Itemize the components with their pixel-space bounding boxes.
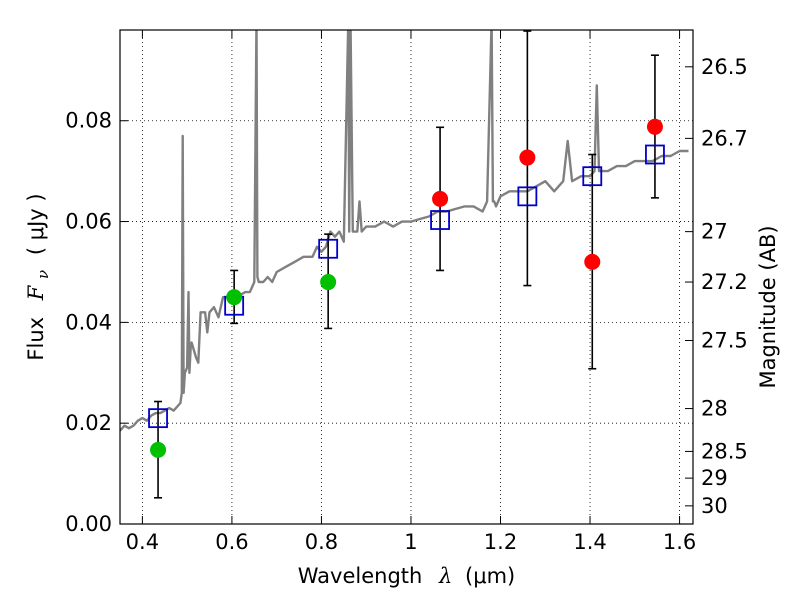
model-point bbox=[318, 238, 339, 259]
x-tick-label: 0.4 bbox=[126, 530, 159, 554]
spectrum-layer bbox=[120, 30, 689, 432]
x-axis-label: Wavelength λ (μm) bbox=[298, 564, 515, 588]
right-tick-label: 27.5 bbox=[701, 329, 748, 353]
x-axis-label-symbol: λ bbox=[438, 564, 452, 588]
y-tick-label: 0.00 bbox=[65, 512, 112, 536]
x-tick-label: 1.4 bbox=[573, 530, 606, 554]
model-point bbox=[582, 166, 603, 187]
observed-point-green bbox=[150, 441, 167, 458]
observed-point-green bbox=[320, 274, 337, 291]
x-tick-label: 1.2 bbox=[484, 530, 517, 554]
y-axis-label-subscript: ν bbox=[34, 270, 52, 279]
right-tick-label: 27 bbox=[701, 220, 728, 244]
y-axis-label: Flux F ν ( μJy ) bbox=[24, 193, 53, 360]
ticks: 0.4 0.6 0.8 1 1.2 1.4 1.6 0.00 0.02 0.04 0.06 0.08 2… bbox=[65, 30, 748, 554]
y-axis-label-unit: ( μJy ) bbox=[24, 193, 48, 255]
errorbar-layer bbox=[154, 30, 659, 499]
right-tick-label: 28.5 bbox=[701, 439, 748, 463]
right-tick-label: 26.7 bbox=[701, 126, 748, 150]
x-axis-label-unit: (μm) bbox=[465, 564, 515, 588]
right-tick-label: 27.2 bbox=[701, 270, 748, 294]
y-tick-label: 0.04 bbox=[65, 310, 112, 334]
right-tick-label: 26.5 bbox=[701, 55, 748, 79]
x-axis-label-text: Wavelength bbox=[298, 564, 423, 588]
observed-point-red bbox=[432, 190, 449, 207]
x-tick-label: 1.6 bbox=[663, 530, 696, 554]
right-tick-label: 29 bbox=[701, 466, 728, 490]
y-axis-label-symbol: F bbox=[24, 284, 48, 301]
right-axis-label: Magnitude (AB) bbox=[756, 225, 780, 388]
y-tick-label: 0.08 bbox=[65, 109, 112, 133]
y-axis-label-text: Flux bbox=[24, 317, 48, 361]
x-tick-label: 1 bbox=[404, 530, 417, 554]
observed-point-red bbox=[646, 118, 663, 135]
model-point bbox=[148, 408, 168, 429]
model-point bbox=[517, 186, 538, 207]
observed-layer bbox=[150, 118, 663, 458]
y-tick-label: 0.06 bbox=[65, 210, 112, 234]
x-tick-label: 0.8 bbox=[305, 530, 338, 554]
model-layer bbox=[148, 144, 665, 429]
spectrum-line bbox=[120, 30, 689, 432]
right-tick-label: 30 bbox=[701, 494, 728, 518]
grid bbox=[120, 30, 693, 525]
observed-point-green bbox=[226, 289, 243, 306]
model-point bbox=[430, 210, 450, 230]
observed-point-red bbox=[519, 149, 536, 166]
model-point bbox=[645, 144, 665, 165]
plot-frame bbox=[119, 29, 694, 525]
x-tick-label: 0.6 bbox=[215, 530, 248, 554]
observed-point-red bbox=[584, 253, 601, 270]
right-tick-label: 28 bbox=[701, 397, 728, 421]
y-tick-label: 0.02 bbox=[65, 411, 112, 435]
